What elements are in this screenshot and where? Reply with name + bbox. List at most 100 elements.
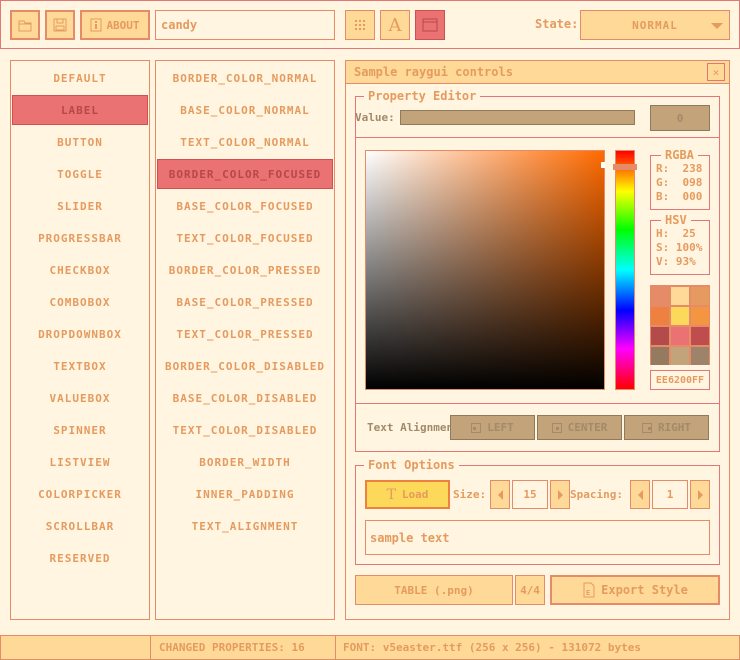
palette-swatch[interactable] bbox=[651, 307, 669, 325]
properties-list[interactable]: BORDER_COLOR_NORMAL BASE_COLOR_NORMAL TEXT… bbox=[155, 60, 335, 620]
property-item[interactable]: TEXT_COLOR_PRESSED bbox=[176, 327, 314, 341]
control-item[interactable]: TEXTBOX bbox=[53, 359, 107, 373]
property-item[interactable]: BASE_COLOR_PRESSED bbox=[176, 295, 314, 309]
palette-swatch[interactable] bbox=[691, 327, 709, 345]
palette-swatch[interactable] bbox=[691, 287, 709, 305]
control-item[interactable]: SPINNER bbox=[53, 423, 107, 437]
palette-swatch[interactable] bbox=[671, 307, 689, 325]
palette-swatch[interactable] bbox=[671, 287, 689, 305]
spacing-label: Spacing: bbox=[570, 488, 623, 501]
about-label: ABOUT bbox=[106, 18, 140, 32]
property-editor-group: Property Editor bbox=[355, 89, 720, 452]
rgba-b: B: 000 bbox=[656, 190, 703, 203]
property-item[interactable]: BASE_COLOR_NORMAL bbox=[180, 103, 310, 117]
text-alignment-label: Text Alignment bbox=[367, 421, 450, 434]
font-icon: A bbox=[388, 14, 402, 36]
control-item[interactable]: LABEL bbox=[12, 95, 148, 125]
spacing-value[interactable]: 1 bbox=[652, 480, 688, 509]
property-item[interactable]: TEXT_COLOR_FOCUSED bbox=[176, 231, 314, 245]
align-label: LEFT bbox=[487, 421, 514, 434]
load-font-button[interactable]: T Load bbox=[365, 480, 450, 509]
property-item[interactable]: BORDER_COLOR_PRESSED bbox=[168, 263, 322, 277]
control-item[interactable]: DEFAULT bbox=[53, 71, 107, 85]
grid-icon bbox=[355, 20, 365, 30]
property-item[interactable]: BORDER_COLOR_DISABLED bbox=[164, 359, 326, 373]
align-left-button[interactable]: LEFT bbox=[450, 415, 535, 440]
property-item[interactable]: TEXT_COLOR_DISABLED bbox=[172, 423, 318, 437]
palette-swatch[interactable] bbox=[691, 307, 709, 325]
control-item[interactable]: DROPDOWNBOX bbox=[38, 327, 122, 341]
control-item[interactable]: CHECKBOX bbox=[49, 263, 111, 277]
control-item[interactable]: SLIDER bbox=[57, 199, 103, 213]
control-item[interactable]: RESERVED bbox=[49, 551, 111, 565]
control-item[interactable]: BUTTON bbox=[57, 135, 103, 149]
control-item[interactable]: VALUEBOX bbox=[49, 391, 111, 405]
color-picker-panel[interactable] bbox=[365, 150, 605, 390]
close-button[interactable]: × bbox=[707, 63, 725, 81]
color-picker-cursor[interactable] bbox=[601, 162, 605, 168]
property-item[interactable]: TEXT_ALIGNMENT bbox=[191, 519, 299, 533]
controls-view-button[interactable] bbox=[345, 10, 375, 40]
property-item[interactable]: BORDER_COLOR_FOCUSED bbox=[157, 159, 333, 189]
hue-selector[interactable] bbox=[613, 164, 637, 170]
sample-text-input[interactable]: sample text bbox=[365, 520, 710, 555]
font-options-group: Font Options bbox=[355, 458, 720, 565]
size-decrease-button[interactable] bbox=[490, 480, 510, 509]
property-item[interactable]: INNER_PADDING bbox=[195, 487, 295, 501]
font-view-button[interactable]: A bbox=[380, 10, 410, 40]
arrow-left-icon bbox=[637, 489, 643, 500]
status-changed-properties: CHANGED PROPERTIES: 16 bbox=[159, 641, 305, 654]
hsv-group: HSV H: 25 S: 100% V: 93% bbox=[650, 213, 710, 275]
style-name-input[interactable]: candy bbox=[155, 10, 335, 40]
hsv-s: S: 100% bbox=[656, 241, 703, 254]
align-label: CENTER bbox=[567, 421, 608, 434]
divider bbox=[355, 403, 720, 404]
value-box[interactable]: 0 bbox=[650, 105, 710, 131]
property-item[interactable]: BASE_COLOR_DISABLED bbox=[172, 391, 318, 405]
align-label: RIGHT bbox=[657, 421, 692, 434]
status-font-info: FONT: v5easter.ttf (256 x 256) - 131072 … bbox=[343, 641, 642, 654]
size-label: Size: bbox=[453, 488, 487, 501]
palette-swatch[interactable] bbox=[671, 347, 689, 365]
table-export-button[interactable]: TABLE (.png) bbox=[355, 575, 513, 605]
palette-swatch[interactable] bbox=[651, 287, 669, 305]
property-editor-title: Property Editor bbox=[364, 89, 481, 103]
align-center-button[interactable]: CENTER bbox=[537, 415, 622, 440]
about-button[interactable]: ABOUT bbox=[80, 10, 150, 40]
size-increase-button[interactable] bbox=[550, 480, 570, 509]
hex-color-box[interactable]: EE6200FF bbox=[650, 370, 710, 390]
table-label: TABLE (.png) bbox=[394, 583, 474, 597]
property-item[interactable]: BORDER_WIDTH bbox=[199, 455, 291, 469]
svg-text:E: E bbox=[586, 589, 590, 597]
control-item[interactable]: COMBOBOX bbox=[49, 295, 111, 309]
property-item[interactable]: BASE_COLOR_FOCUSED bbox=[176, 199, 314, 213]
window-icon bbox=[422, 18, 438, 32]
align-right-button[interactable]: RIGHT bbox=[624, 415, 709, 440]
palette-swatch[interactable] bbox=[651, 347, 669, 365]
window-titlebar[interactable]: Sample raygui controls × bbox=[346, 61, 729, 84]
value-slider[interactable] bbox=[400, 110, 635, 125]
control-item[interactable]: PROGRESSBAR bbox=[38, 231, 122, 245]
controls-list[interactable]: DEFAULT LABEL BUTTON TOGGLE SLIDER PROGRESSBA… bbox=[10, 60, 150, 620]
hue-bar[interactable] bbox=[613, 150, 637, 390]
font-options-title: Font Options bbox=[364, 458, 459, 472]
property-item[interactable]: TEXT_COLOR_NORMAL bbox=[180, 135, 310, 149]
control-item[interactable]: TOGGLE bbox=[57, 167, 103, 181]
state-dropdown[interactable]: NORMAL bbox=[580, 10, 730, 40]
state-value: NORMAL bbox=[632, 18, 678, 32]
palette-swatch[interactable] bbox=[671, 327, 689, 345]
open-button[interactable] bbox=[10, 10, 40, 40]
spacing-decrease-button[interactable] bbox=[630, 480, 650, 509]
status-left bbox=[0, 635, 151, 660]
size-value[interactable]: 15 bbox=[512, 480, 548, 509]
window-view-button[interactable] bbox=[415, 10, 445, 40]
palette-swatch[interactable] bbox=[651, 327, 669, 345]
control-item[interactable]: SCROLLBAR bbox=[45, 519, 115, 533]
save-button[interactable] bbox=[45, 10, 75, 40]
control-item[interactable]: COLORPICKER bbox=[38, 487, 122, 501]
control-item[interactable]: LISTVIEW bbox=[49, 455, 111, 469]
spacing-increase-button[interactable] bbox=[690, 480, 710, 509]
property-item[interactable]: BORDER_COLOR_NORMAL bbox=[172, 71, 318, 85]
palette-swatch[interactable] bbox=[691, 347, 709, 365]
export-style-button[interactable]: E Export Style bbox=[550, 575, 720, 605]
